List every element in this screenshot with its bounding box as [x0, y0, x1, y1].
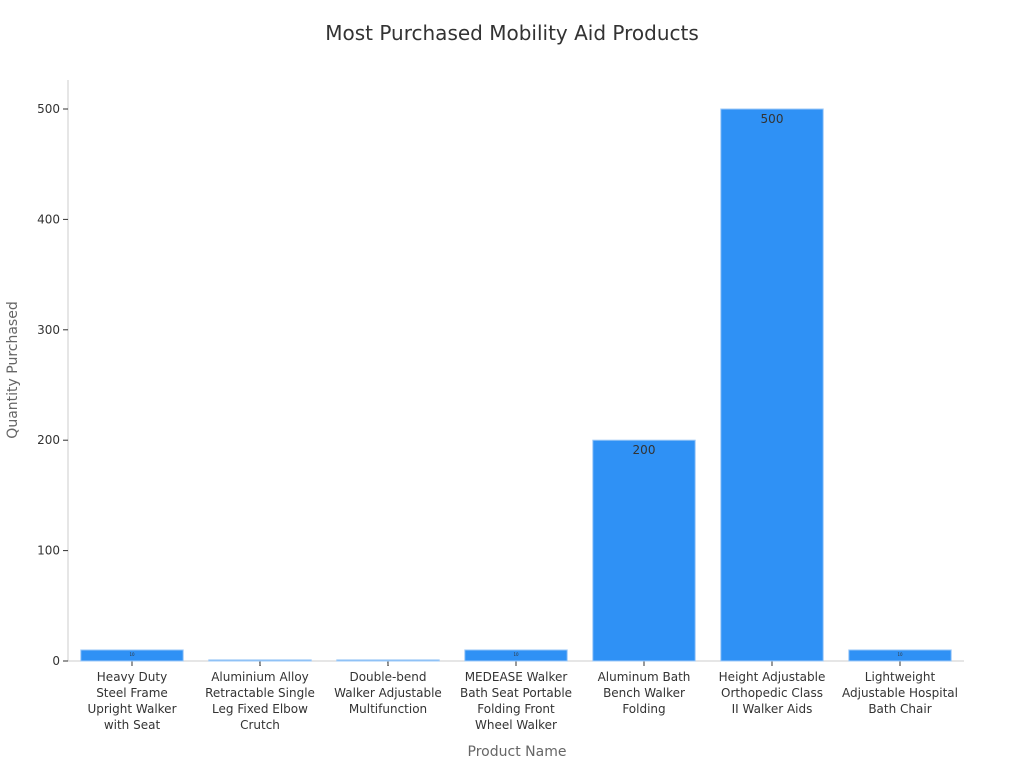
- data-labels: 10 1 1 10 200 500 10: [129, 112, 903, 667]
- bar: [720, 108, 824, 662]
- x-tick-label: MEDEASE Walker Bath Seat Portable Folding …: [460, 670, 572, 732]
- x-tick-label: Heavy Duty Steel Frame Upright Walker with …: [87, 670, 176, 732]
- data-label: 10: [513, 652, 519, 657]
- y-tick-label: 400: [37, 212, 60, 226]
- y-tick-label: 200: [37, 433, 60, 447]
- y-tick-label: 0: [52, 654, 60, 668]
- bars: [80, 108, 952, 662]
- bar: [592, 439, 696, 662]
- x-axis-title: Product Name: [468, 744, 567, 760]
- data-label: 10: [129, 652, 135, 657]
- x-tick-label: Double-bend Walker Adjustable Multifunctio…: [334, 670, 442, 716]
- data-label: 1: [259, 662, 262, 667]
- bar: [80, 649, 184, 662]
- bar: [464, 649, 568, 662]
- bar: [208, 659, 312, 662]
- y-tick-label: 300: [37, 323, 60, 337]
- data-label: 500: [761, 112, 784, 126]
- data-label: 200: [633, 443, 656, 457]
- x-tick-label: Aluminium Alloy Retractable Single Leg Fix…: [205, 670, 315, 732]
- chart-title: Most Purchased Mobility Aid Products: [325, 21, 699, 45]
- x-tick-label: Lightweight Adjustable Hospital Bath Chair: [842, 670, 958, 716]
- x-tick-label: Height Adjustable Orthopedic Class II Walk…: [719, 670, 826, 716]
- data-label: 10: [897, 652, 903, 657]
- y-tick-label: 500: [37, 102, 60, 116]
- y-tick-label: 100: [37, 544, 60, 558]
- x-tick-label: Aluminum Bath Bench Walker Folding: [598, 670, 691, 716]
- x-axis: Heavy Duty Steel Frame Upright Walker with …: [68, 660, 964, 732]
- data-label: 1: [387, 662, 390, 667]
- y-axis: 0 100 200 300 400 500: [37, 80, 69, 668]
- bar: [336, 659, 440, 662]
- y-axis-title: Quantity Purchased: [5, 301, 21, 438]
- bar: [848, 649, 952, 662]
